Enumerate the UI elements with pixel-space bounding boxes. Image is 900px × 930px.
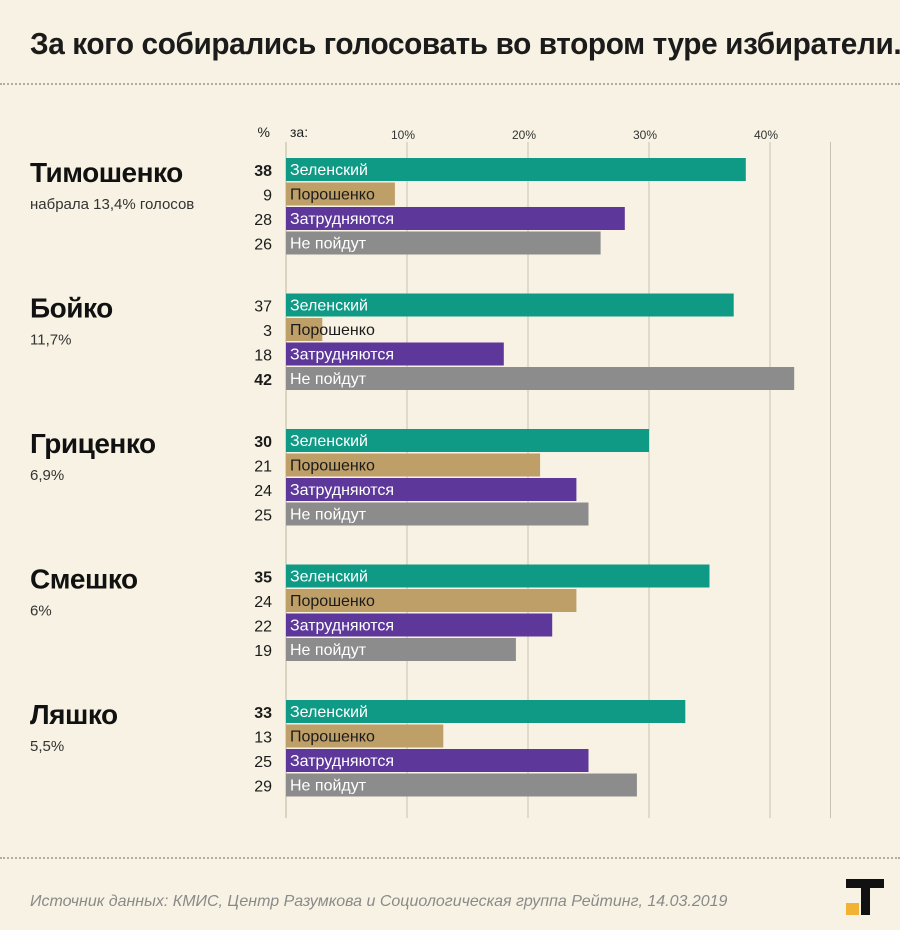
bar <box>286 773 637 797</box>
bar <box>286 293 734 317</box>
bar-category-label: Не пойдут <box>290 778 367 795</box>
data-label: 21 <box>254 459 272 476</box>
x-tick-label: 10% <box>391 128 415 142</box>
bar-category-label: Не пойдут <box>290 642 367 659</box>
bar <box>286 564 710 588</box>
bar-category-label: Затрудняются <box>290 482 394 499</box>
bar <box>286 478 577 501</box>
data-label: 29 <box>254 779 272 796</box>
bar <box>286 158 746 181</box>
bar <box>286 724 444 748</box>
data-label: 42 <box>254 372 272 389</box>
bar-category-label: Не пойдут <box>290 507 367 524</box>
source-note: Источник данных: КМИС, Центр Разумкова и… <box>30 893 728 910</box>
bar-category-label: Порошенко <box>290 187 375 204</box>
bar-category-label: Затрудняются <box>290 618 394 635</box>
bar-category-label: Зеленский <box>290 162 368 179</box>
group-name: Гриценко <box>30 428 156 459</box>
bar <box>286 700 686 723</box>
bar-category-label: Зеленский <box>290 298 368 315</box>
data-label: 38 <box>254 163 272 180</box>
data-label: 37 <box>254 299 272 316</box>
bar <box>286 207 625 230</box>
x-tick-label: 40% <box>754 128 778 142</box>
data-label: 33 <box>254 705 272 722</box>
bar-category-label: Затрудняются <box>290 211 394 228</box>
bar-category-label: Не пойдут <box>290 371 367 388</box>
bar-category-label: Порошенко <box>290 322 375 339</box>
group-subtitle: 6% <box>30 603 52 620</box>
bar <box>286 342 504 366</box>
group-subtitle: 11,7% <box>30 332 71 349</box>
bar-category-label: Зеленский <box>290 433 368 450</box>
x-tick-label: 30% <box>633 128 657 142</box>
bar-category-label: Затрудняются <box>290 347 394 364</box>
bar <box>286 231 601 255</box>
data-label: 19 <box>254 643 272 660</box>
bar-category-label: Порошенко <box>290 729 375 746</box>
group-name: Смешко <box>30 564 138 595</box>
data-label: 3 <box>263 323 272 340</box>
chart-title: За кого собирались голосовать во втором … <box>30 26 900 61</box>
bar <box>286 429 649 452</box>
data-label: 13 <box>254 730 272 747</box>
group-name: Ляшко <box>30 699 118 730</box>
bar <box>286 318 323 341</box>
data-label: 9 <box>263 188 272 205</box>
data-label: 28 <box>254 212 272 229</box>
group-subtitle: 6,9% <box>30 467 64 484</box>
data-label: 30 <box>254 434 272 451</box>
data-label: 18 <box>254 348 272 365</box>
bar-category-label: Зеленский <box>290 569 368 586</box>
bar <box>286 638 516 661</box>
bar-category-label: Не пойдут <box>290 236 367 253</box>
data-label: 25 <box>254 754 272 771</box>
data-label: 22 <box>254 619 272 636</box>
group-subtitle: набрала 13,4% голосов <box>30 196 194 213</box>
for-header: за: <box>290 124 308 140</box>
x-tick-label: 20% <box>512 128 536 142</box>
group-name: Бойко <box>30 293 113 324</box>
bar-category-label: Порошенко <box>290 458 375 475</box>
bar <box>286 182 395 206</box>
bar-category-label: Порошенко <box>290 593 375 610</box>
bottom-divider <box>0 857 900 859</box>
bar-category-label: Зеленский <box>290 704 368 721</box>
publisher-logo <box>846 879 884 915</box>
bar <box>286 749 589 772</box>
data-label: 24 <box>254 594 272 611</box>
bar <box>286 613 553 637</box>
top-divider <box>0 83 900 85</box>
group-subtitle: 5,5% <box>30 738 64 755</box>
bar <box>286 453 541 477</box>
data-label: 25 <box>254 508 272 525</box>
bar-category-label: Затрудняются <box>290 753 394 770</box>
data-label: 26 <box>254 237 272 254</box>
bar <box>286 589 577 612</box>
bar <box>286 502 589 526</box>
data-label: 35 <box>254 570 272 587</box>
percent-header: % <box>258 124 270 140</box>
bar <box>286 367 795 390</box>
group-name: Тимошенко <box>30 157 183 188</box>
data-label: 24 <box>254 483 272 500</box>
